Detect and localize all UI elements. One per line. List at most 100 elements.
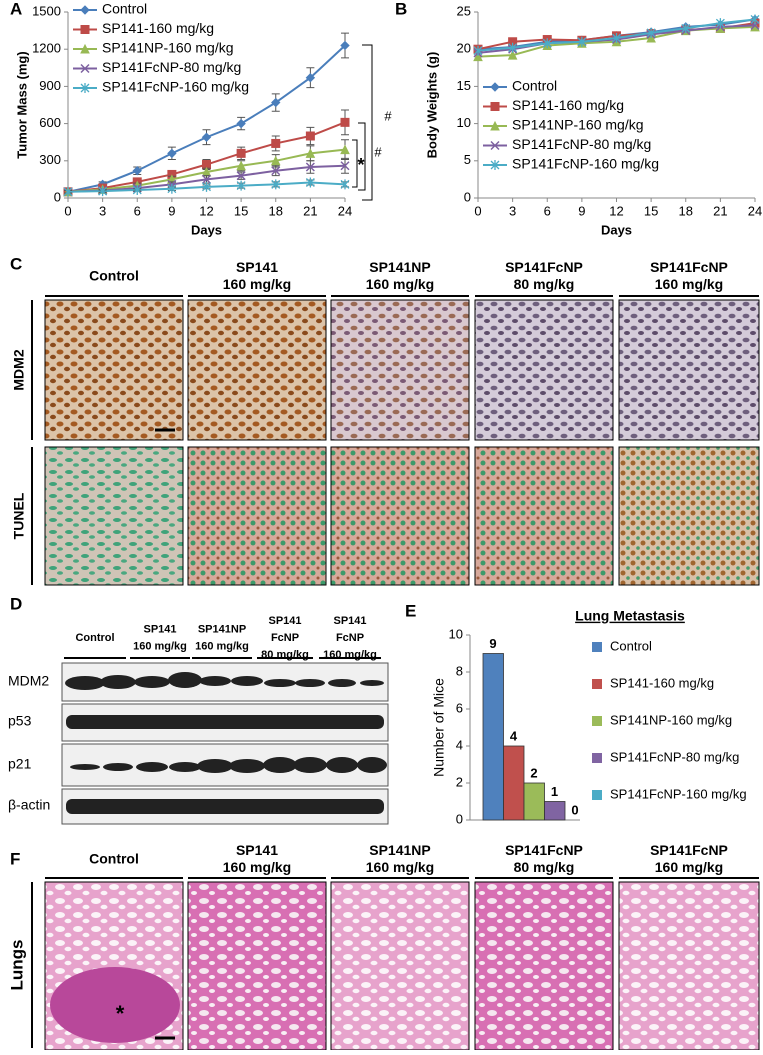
panel-label: A	[10, 0, 22, 18]
marker	[305, 148, 316, 158]
column-header: Control	[75, 632, 114, 644]
legend-label: SP141FcNP-160 mg/kg	[512, 156, 659, 172]
panel-label: D	[10, 594, 22, 613]
x-tick-label: 15	[234, 203, 248, 218]
marker	[340, 179, 350, 190]
marker	[340, 161, 350, 171]
x-tick-label: 21	[303, 203, 317, 218]
column-header: SP141FcNP	[650, 842, 728, 858]
data-label: 9	[489, 636, 496, 651]
row-label: TUNEL	[11, 492, 27, 539]
column-header: SP141	[143, 623, 176, 635]
marker	[202, 181, 211, 192]
significance-brackets	[352, 44, 373, 201]
legend-label: SP141FcNP-80 mg/kg	[610, 749, 739, 764]
row-label: MDM2	[8, 673, 49, 689]
marker	[490, 140, 500, 151]
marker	[473, 45, 483, 56]
legend-label: Control	[512, 78, 557, 94]
panel-d-blots	[61, 662, 389, 825]
column-header: FcNP	[271, 632, 299, 644]
panel-label: B	[395, 0, 407, 18]
marker	[508, 42, 518, 53]
marker	[490, 82, 500, 92]
x-tick-label: 12	[609, 203, 623, 218]
data-label: 1	[551, 784, 558, 799]
panel-c-images	[31, 299, 760, 586]
marker	[340, 144, 350, 155]
legend-swatch	[592, 642, 602, 652]
marker	[490, 102, 500, 111]
marker	[132, 166, 142, 176]
column-header: SP141	[333, 615, 366, 627]
x-tick-label: 18	[679, 203, 693, 218]
panel-label: C	[10, 254, 22, 273]
column-header: SP141FcNP	[505, 842, 583, 858]
marker	[63, 186, 73, 197]
column-header: SP141	[268, 615, 301, 627]
marker	[201, 174, 212, 184]
marker	[646, 32, 656, 43]
row-label: Lungs	[7, 940, 26, 991]
y-tick-label: 0	[456, 811, 463, 826]
marker	[271, 179, 281, 190]
marker	[715, 18, 725, 29]
x-tick-label: 15	[644, 203, 658, 218]
y-tick-label: 6	[456, 700, 463, 715]
annotation: #	[374, 144, 382, 159]
column-header: 160 mg/kg	[655, 859, 723, 875]
legend-swatch	[592, 790, 602, 800]
marker	[271, 138, 281, 148]
row-label: β-actin	[8, 797, 50, 813]
y-tick-label: 1500	[32, 3, 61, 18]
x-tick-label: 9	[578, 203, 585, 218]
marker	[236, 160, 246, 171]
marker	[80, 43, 90, 54]
marker	[80, 63, 90, 74]
y-tick-label: 4	[456, 737, 463, 752]
x-tick-label: 12	[199, 203, 213, 218]
x-tick-label: 3	[509, 203, 516, 218]
y-tick-label: 5	[464, 152, 471, 167]
marker	[612, 33, 621, 44]
marker	[80, 83, 90, 93]
x-tick-label: 18	[269, 203, 283, 218]
legend-swatch	[592, 679, 602, 689]
bar	[503, 745, 525, 821]
y-tick-label: 15	[457, 78, 471, 93]
y-tick-label: 900	[39, 78, 61, 93]
column-header: Control	[89, 268, 139, 284]
column-header: SP141NP	[369, 259, 430, 275]
legend-label: SP141FcNP-160 mg/kg	[102, 79, 249, 95]
marker	[132, 184, 142, 195]
legend-label: SP141FcNP-80 mg/kg	[102, 59, 241, 75]
bar	[482, 653, 504, 821]
marker	[305, 73, 316, 83]
legend-label: SP141FcNP-160 mg/kg	[610, 786, 747, 801]
chart-title: Lung Metastasis	[575, 608, 685, 624]
column-header: 160 mg/kg	[655, 276, 723, 292]
column-header: 160 mg/kg	[195, 640, 249, 652]
marker	[473, 51, 483, 62]
marker	[201, 132, 212, 142]
legend-swatch	[592, 753, 602, 763]
marker	[305, 131, 315, 141]
y-tick-label: 10	[449, 626, 463, 641]
y-tick-label: 20	[457, 41, 471, 56]
legend-label: SP141FcNP-80 mg/kg	[512, 136, 651, 152]
row-label: MDM2	[11, 349, 27, 390]
y-tick-label: 25	[457, 3, 471, 18]
legend-label: SP141NP-160 mg/kg	[102, 40, 234, 56]
y-tick-label: 10	[457, 115, 471, 130]
marker	[490, 120, 500, 131]
data-label: 0	[571, 802, 578, 817]
x-tick-label: 24	[338, 203, 352, 218]
marker	[167, 148, 177, 159]
y-tick-label: 2	[456, 774, 463, 789]
column-header: SP141NP	[198, 623, 246, 635]
marker	[340, 117, 350, 127]
x-tick-label: 3	[99, 203, 106, 218]
marker	[305, 177, 315, 188]
marker	[98, 186, 108, 197]
x-tick-label: 6	[544, 203, 551, 218]
